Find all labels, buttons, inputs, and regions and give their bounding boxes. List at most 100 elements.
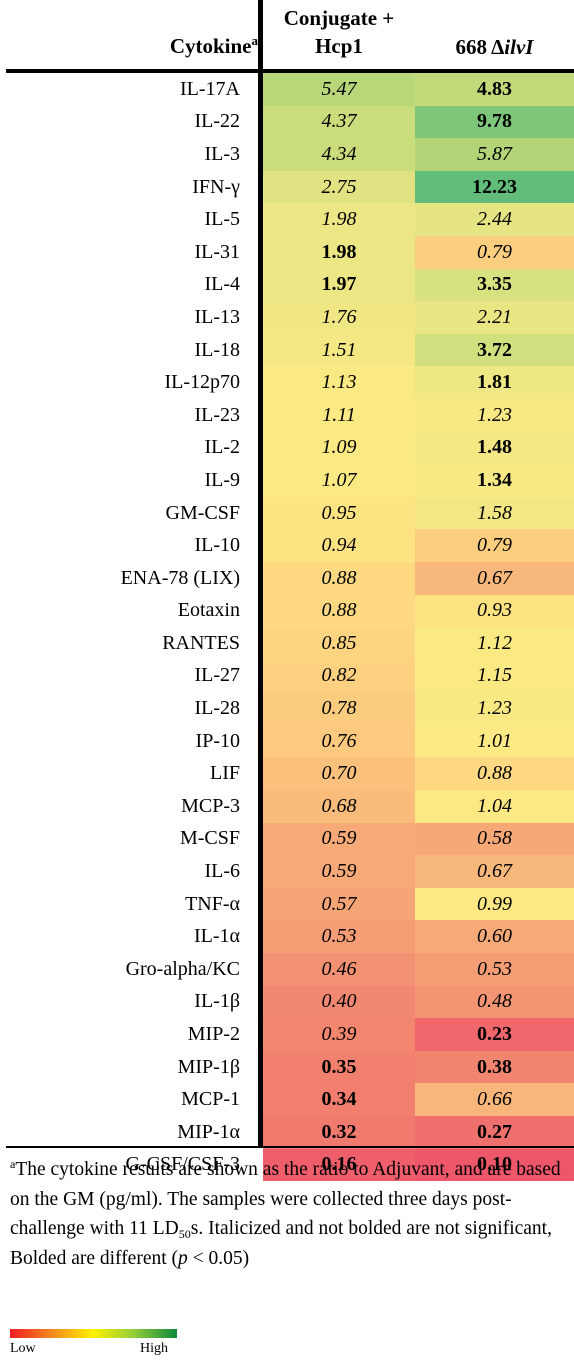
table-row: M-CSF 0.59 0.58: [0, 822, 574, 856]
strain-668-value: 4.83: [415, 73, 574, 106]
table-row: MCP-1 0.34 0.66: [0, 1083, 574, 1116]
table-row: IL-13 1.76 2.21: [0, 301, 574, 334]
conjugate-hcp1-value: 0.88: [263, 561, 415, 595]
strain-668-value: 0.38: [415, 1050, 574, 1084]
cytokine-name: IL-3: [204, 142, 240, 165]
cytokine-name: Gro-alpha/KC: [125, 957, 240, 980]
cytokine-name: IL-17A: [180, 77, 240, 100]
conjugate-hcp1-value: 1.51: [263, 333, 415, 367]
strain-668-value: 1.23: [415, 692, 574, 725]
conjugate-hcp1-value: 1.13: [263, 366, 415, 399]
cytokine-name: MCP-1: [181, 1088, 240, 1111]
color-scale-bar: [10, 1329, 177, 1338]
table-row: IL-9 1.07 1.34: [0, 464, 574, 497]
conjugate-hcp1-value: 0.39: [263, 1018, 415, 1051]
cytokine-name: IL-10: [194, 534, 240, 557]
cytokine-name: IL-28: [194, 697, 240, 720]
table-row: IL-27 0.82 1.15: [0, 659, 574, 693]
strain-668-value: 1.12: [415, 627, 574, 660]
strain-668-value: 0.88: [415, 757, 574, 791]
cytokine-name: IL-22: [194, 110, 240, 133]
strain-668-value: 12.23: [415, 170, 574, 204]
legend-low-label: Low: [10, 1341, 36, 1356]
cytokine-name: MIP-1β: [177, 1055, 240, 1078]
strain-668-value: 0.53: [415, 953, 574, 986]
cytokine-table-body: IL-17A 5.47 4.83 IL-22 4.37 9.78 IL-3 4.34 5.87 I…: [0, 73, 574, 1182]
strain-668-value: 1.48: [415, 431, 574, 465]
conjugate-hcp1-value: 0.46: [263, 953, 415, 986]
table-row: IL-10 0.94 0.79: [0, 529, 574, 562]
cytokine-name: IL-5: [204, 208, 240, 231]
conjugate-hcp1-value: 0.59: [263, 855, 415, 888]
conjugate-hcp1-value: 1.11: [263, 398, 415, 432]
cytokine-name: IL-4: [204, 273, 240, 296]
conjugate-hcp1-value: 0.88: [263, 594, 415, 628]
conjugate-hcp1-value: 1.07: [263, 464, 415, 497]
conjugate-hcp1-value: 0.34: [263, 1083, 415, 1116]
strain-668-value: 5.87: [415, 138, 574, 171]
footnote-text-c: < 0.05): [187, 1247, 250, 1269]
table-row: IL-17A 5.47 4.83: [0, 73, 574, 106]
strain-header-prefix: 668 Δ: [455, 35, 505, 59]
conjugate-hcp1-value: 1.09: [263, 431, 415, 465]
strain-668-value: 1.34: [415, 464, 574, 497]
footnote-text-b: s. Italicized and not bolded are not sig…: [10, 1218, 552, 1269]
conjugate-hcp1-value: 0.78: [263, 692, 415, 725]
conjugate-hcp1-value: 0.95: [263, 496, 415, 530]
table-row: Eotaxin 0.88 0.93: [0, 594, 574, 628]
strain-668-value: 9.78: [415, 105, 574, 139]
table-row: IL-2 1.09 1.48: [0, 431, 574, 465]
strain-668-value: 1.23: [415, 398, 574, 432]
conjugate-hcp1-value: 0.85: [263, 627, 415, 660]
strain-668-value: 1.81: [415, 366, 574, 399]
footnote: aThe cytokine results are shown as the r…: [10, 1155, 570, 1273]
cytokine-name: LIF: [210, 762, 240, 785]
cytokine-name: IL-6: [204, 860, 240, 883]
strain-668-value: 0.93: [415, 594, 574, 628]
table-row: IP-10 0.76 1.01: [0, 724, 574, 758]
conjugate-hcp1-value: 0.40: [263, 985, 415, 1019]
table-row: IL-22 4.37 9.78: [0, 105, 574, 139]
footnote-marker: a: [251, 33, 259, 48]
conjugate-hcp1-column-header: Conjugate + Hcp1: [283, 6, 395, 58]
cytokine-name: IFN-γ: [192, 175, 240, 198]
table-row: IFN-γ 2.75 12.23: [0, 170, 574, 204]
table-row: MCP-3 0.68 1.04: [0, 790, 574, 823]
strain-668-value: 0.67: [415, 561, 574, 595]
table-row: IL-5 1.98 2.44: [0, 203, 574, 236]
table-row: IL-6 0.59 0.67: [0, 855, 574, 888]
cytokine-name: G-CSF/CSF-3: [125, 1153, 241, 1176]
cytokine-name: Eotaxin: [177, 599, 240, 622]
cytokine-name: IL-31: [194, 240, 240, 263]
cytokine-name: IP-10: [195, 729, 240, 752]
conjugate-hcp1-value: 1.98: [263, 235, 415, 269]
strain-668-value: 3.35: [415, 268, 574, 302]
conjugate-hcp1-value: 0.68: [263, 790, 415, 823]
cytokine-name: TNF-α: [185, 892, 240, 915]
strain-668-value: 0.48: [415, 985, 574, 1019]
cytokine-name: IL-18: [194, 338, 240, 361]
conjugate-hcp1-value: 0.59: [263, 822, 415, 856]
table-row: LIF 0.70 0.88: [0, 757, 574, 791]
conjugate-hcp1-value: 0.16: [263, 1148, 415, 1182]
table-row: IL-23 1.11 1.23: [0, 398, 574, 432]
table-row: RANTES 0.85 1.12: [0, 627, 574, 660]
conjugate-hcp1-value: 4.34: [263, 138, 415, 171]
strain-668-value: 0.67: [415, 855, 574, 888]
table-row: IL-18 1.51 3.72: [0, 333, 574, 367]
table-row: IL-1α 0.53 0.60: [0, 920, 574, 954]
cytokine-name: RANTES: [162, 631, 240, 654]
table-row: IL-28 0.78 1.23: [0, 692, 574, 725]
table-row: Gro-alpha/KC 0.46 0.53: [0, 953, 574, 986]
footnote-text-a: The cytokine results are shown as the ra…: [10, 1159, 561, 1239]
strain-668-value: 0.23: [415, 1018, 574, 1051]
cytokine-name: ENA-78 (LIX): [120, 566, 240, 589]
strain-668-value: 0.10: [415, 1148, 574, 1182]
table-row: IL-12p70 1.13 1.81: [0, 366, 574, 399]
strain-668-value: 0.79: [415, 235, 574, 269]
conjugate-hcp1-value: 0.70: [263, 757, 415, 791]
table-row: IL-4 1.97 3.35: [0, 268, 574, 302]
conjugate-hcp1-value: 0.35: [263, 1050, 415, 1084]
conjugate-hcp1-value: 4.37: [263, 105, 415, 139]
conjugate-hcp1-value: 1.97: [263, 268, 415, 302]
